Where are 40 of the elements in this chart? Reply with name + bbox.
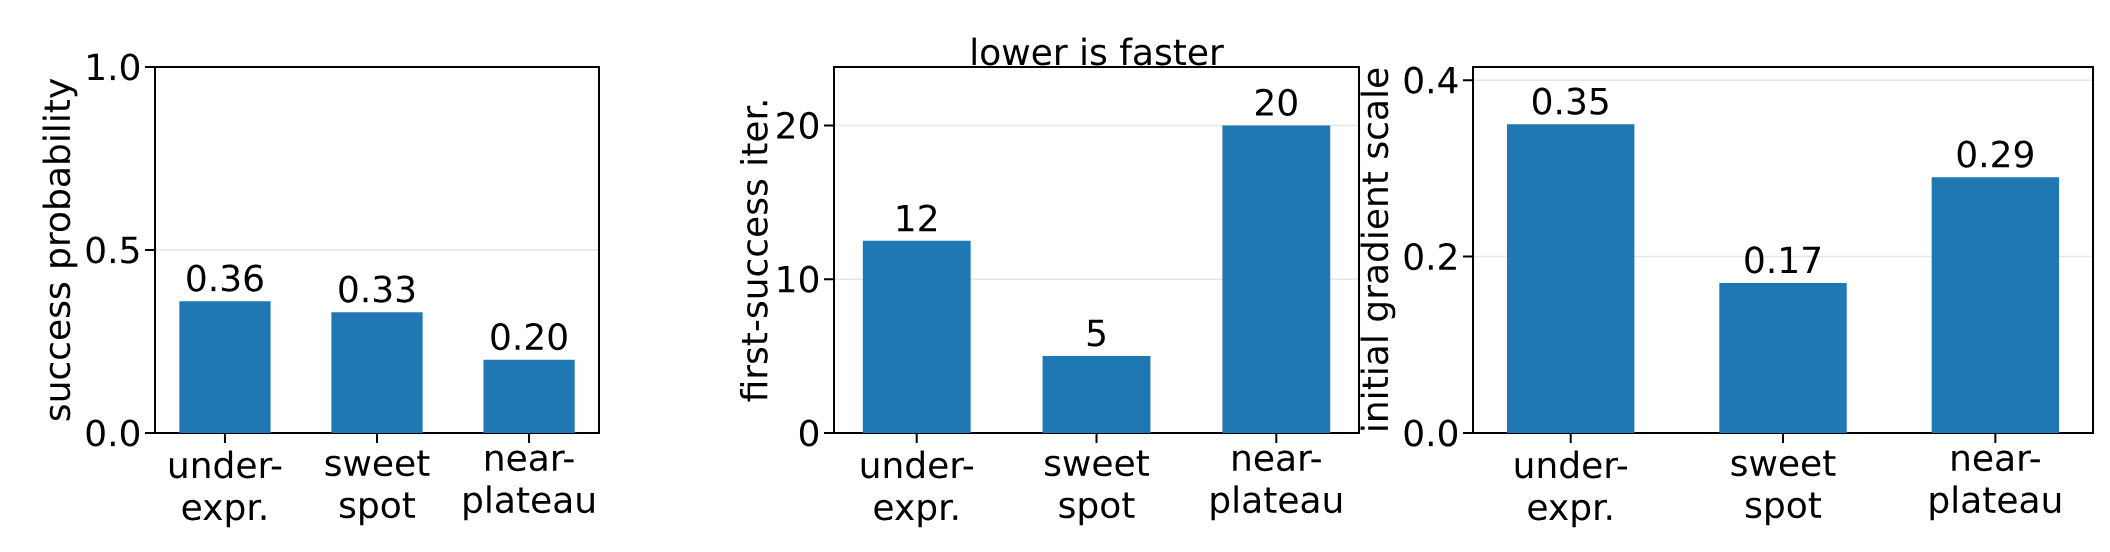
y-tick-label: 0.0 (1404, 419, 1458, 447)
y-tick-label: 0.5 (86, 236, 139, 264)
x-tick-label: under-expr. (1515, 450, 1628, 528)
y-axis-title: initial gradient scale (1360, 68, 1396, 430)
bar (862, 240, 971, 433)
y-tick-label: 1.0 (88, 53, 140, 81)
y-tick-label: 20 (777, 111, 819, 140)
y-tick-label: 0.0 (86, 419, 140, 447)
y-tick-label: 10 (778, 265, 819, 293)
y-tick-label: 0 (799, 419, 819, 447)
bar (483, 359, 575, 433)
bar (179, 301, 271, 433)
data-label: 20 (1256, 88, 1297, 116)
bar (1719, 283, 1847, 433)
x-tick-label: near-plateau (1930, 450, 2061, 521)
x-tick-label: near-plateau (1211, 450, 1342, 521)
bar (1931, 177, 2060, 433)
chart-title: lower is faster (972, 37, 1224, 66)
bar (1222, 125, 1331, 433)
bar (1506, 124, 1635, 433)
data-label: 12 (897, 204, 936, 232)
y-axis-title: success probability (42, 78, 78, 421)
x-tick-label: under-expr. (169, 450, 282, 528)
data-label: 0.29 (1957, 140, 2033, 168)
x-tick-label: near-plateau (464, 450, 594, 521)
x-tick-label: sweet spot (325, 450, 430, 526)
y-axis-title: first-success iter. (739, 101, 768, 402)
data-label: 0.35 (1532, 87, 1608, 115)
data-label: 5 (1087, 319, 1105, 347)
x-tick-label: sweet spot (1045, 450, 1149, 526)
x-tick-label: sweet spot (1731, 450, 1836, 526)
x-tick-label: under-expr. (861, 450, 974, 528)
data-label: 0.33 (339, 275, 415, 303)
data-label: 0.17 (1745, 246, 1820, 274)
y-tick-label: 0.4 (1404, 66, 1458, 94)
y-tick-label: 0.2 (1404, 243, 1456, 271)
bar (331, 312, 423, 433)
data-label: 0.20 (491, 323, 567, 351)
bar (1042, 356, 1151, 433)
data-label: 0.36 (187, 264, 263, 292)
